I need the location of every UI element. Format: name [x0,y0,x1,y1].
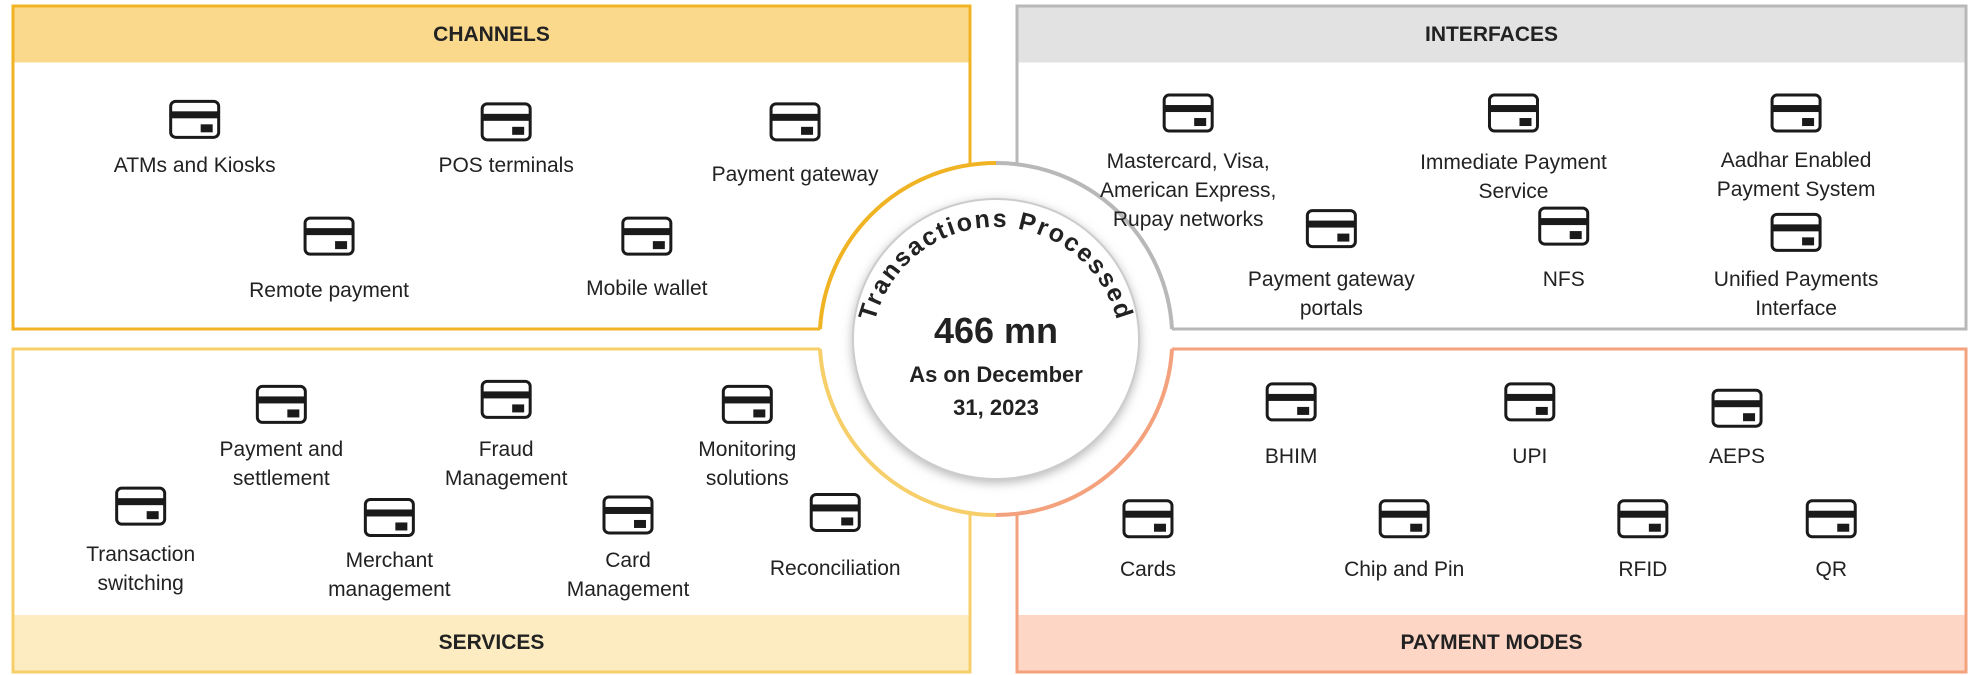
icon [753,409,766,418]
panel-title: PAYMENT MODES [1400,631,1583,654]
icon [771,113,820,121]
icon [622,228,671,236]
item-label: Immediate Payment Service [1420,151,1607,204]
icon [1569,231,1582,240]
arc-payment-modes [995,348,1174,518]
panel-title: CHANNELS [433,23,550,46]
icon [1772,105,1821,113]
icon [723,396,772,404]
icon [841,517,854,526]
icon [335,241,348,250]
panel-title: INTERFACES [1424,23,1558,46]
item-label: Aadhar Enabled Payment System [1716,148,1876,201]
arc-channels [818,160,997,330]
item-label: Card Management [566,549,690,602]
icon [1267,393,1316,401]
item-label: Fraud Management [444,437,568,490]
icon [200,124,213,133]
item-label: Merchant management [328,549,451,602]
icon [287,409,300,418]
icon [1743,413,1756,422]
icon [1489,105,1538,113]
item-label: Mobile wallet [586,276,708,300]
icon [1802,118,1815,127]
icon [1380,510,1429,518]
item-label: Monitoring solutions [698,437,797,490]
item-label: Remote payment [249,279,410,303]
item-label: Reconciliation [769,556,901,580]
icon [1307,220,1356,228]
services-header-band [14,615,969,671]
icon [1837,523,1850,532]
item-label: NFS [1542,268,1585,292]
arc-interfaces [995,160,1174,330]
icon [482,113,531,121]
icon [365,509,414,517]
icon [604,506,652,514]
icon [1519,118,1532,127]
item-label: Chip and Pin [1344,558,1465,582]
item-label: AEPS [1709,445,1766,469]
icon [1153,523,1166,532]
icon [146,511,159,520]
arc-services [818,348,997,518]
item-label: RFID [1618,558,1668,582]
icon [1807,510,1856,518]
icon [1297,406,1310,415]
item-label: Payment gateway portals [1247,268,1415,321]
item-label: Payment and settlement [219,437,344,490]
icon [170,111,219,119]
icon [305,228,354,236]
interfaces-header-band [1018,7,1965,63]
icon [652,241,665,250]
icon [512,126,525,135]
center-value: 466 mn [933,310,1059,351]
item-label: ATMs and Kiosks [113,153,276,177]
item-label: QR [1815,558,1847,582]
icon [482,391,531,399]
item-label: Cards [1119,558,1176,582]
icon [116,498,165,506]
center-circle [852,198,1140,480]
icon [1713,400,1762,408]
item-label: POS terminals [438,153,574,177]
icon [634,519,646,528]
icon [395,522,408,531]
item-label: UPI [1512,445,1548,469]
icon [1618,510,1667,518]
panel-title: SERVICES [438,631,545,654]
icon [1648,523,1661,532]
icon [1164,105,1213,113]
item-label: Unified Payments Interface [1713,268,1879,321]
icon [1194,118,1207,127]
icon [1539,218,1588,226]
channels-header-band [14,7,969,63]
icon [1772,224,1821,232]
icon [1337,233,1350,242]
item-label: Transaction switching [86,543,196,596]
icon [257,396,306,404]
payment-modes-header-band [1018,615,1965,671]
icon [801,126,814,135]
item-label: Mastercard, Visa, American Express, Rupa… [1100,149,1277,231]
item-label: BHIM [1264,445,1318,469]
icon [1535,406,1548,415]
icon [1505,393,1554,401]
icon [1410,523,1423,532]
item-label: Payment gateway [711,162,879,186]
icon [811,504,860,512]
icon [1802,237,1815,246]
center-date: As on December 31, 2023 [909,362,1083,420]
icon [1123,510,1172,518]
icon [512,404,525,413]
